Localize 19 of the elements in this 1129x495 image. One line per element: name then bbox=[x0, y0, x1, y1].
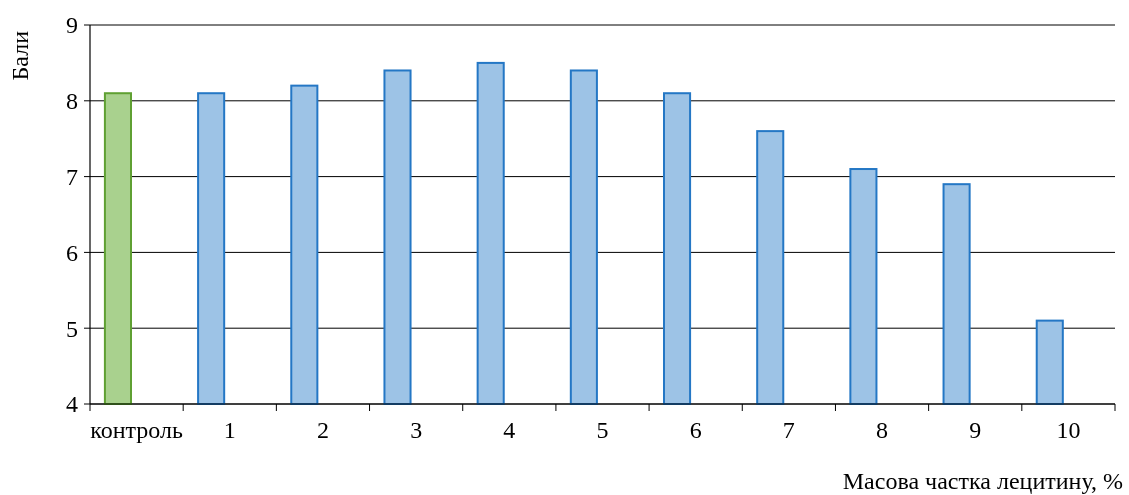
x-tick-label: 8 bbox=[876, 417, 889, 443]
x-tick-label: контроль bbox=[90, 417, 183, 443]
x-tick-label: 5 bbox=[596, 417, 609, 443]
x-tick-label: 1 bbox=[223, 417, 236, 443]
y-tick-label: 4 bbox=[66, 391, 78, 418]
x-tick-label: 10 bbox=[1056, 417, 1081, 443]
y-tick-label: 6 bbox=[66, 239, 78, 266]
y-tick-label: 9 bbox=[66, 12, 78, 39]
x-axis-title: Масова частка лецитину, % bbox=[842, 468, 1123, 494]
y-axis-title: Бали bbox=[7, 30, 33, 81]
y-tick-label: 8 bbox=[66, 88, 78, 115]
x-tick-label: 9 bbox=[969, 417, 982, 443]
x-tick-label: 6 bbox=[689, 417, 702, 443]
x-tick-label: 7 bbox=[782, 417, 795, 443]
y-tick-label: 7 bbox=[66, 164, 78, 190]
y-tick-label: 5 bbox=[66, 315, 78, 342]
x-tick-label: 3 bbox=[410, 417, 423, 443]
x-tick-label: 2 bbox=[316, 417, 329, 443]
x-tick-label: 4 bbox=[503, 417, 516, 443]
